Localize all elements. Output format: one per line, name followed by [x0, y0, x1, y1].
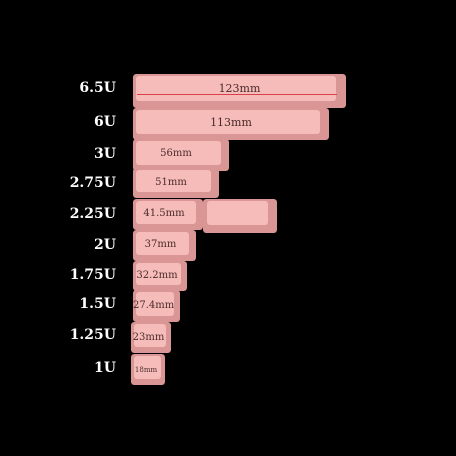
length-label-56mm: 56mm: [160, 148, 192, 159]
keycap-6u: 113mm: [133, 108, 329, 140]
length-label-23mm: 23mm: [132, 332, 165, 343]
keycap-2u: 37mm: [133, 230, 196, 261]
keycap-1-5u: 27.4mm: [133, 290, 180, 322]
keycap-1-25u: 23mm: [131, 322, 171, 353]
keycap-2-25u: 41.5mm: [133, 199, 203, 230]
length-label-32-2mm: 32.2mm: [136, 270, 178, 281]
length-label-123mm: 123mm: [218, 82, 261, 95]
accent-line: [137, 94, 337, 95]
keycap-3u: 56mm: [133, 139, 229, 171]
length-label-41-5mm: 41.5mm: [143, 208, 185, 219]
size-label-3u: 3U: [94, 146, 116, 162]
keycap-1u: 18mm: [131, 354, 165, 385]
size-label-1-75u: 1.75U: [69, 267, 116, 283]
keycap-6-5u: 123mm: [133, 74, 346, 108]
size-label-1u: 1U: [94, 360, 116, 376]
length-label-18mm: 18mm: [134, 366, 158, 374]
keycap-2-75u: 51mm: [133, 168, 219, 198]
size-label-1-25u: 1.25U: [69, 327, 116, 343]
size-label-2u: 2U: [94, 237, 116, 253]
length-label-113mm: 113mm: [210, 116, 252, 129]
keycap-2-25u-stepped: [203, 199, 277, 233]
keycap-1-75u: 32.2mm: [133, 261, 187, 291]
size-label-2-75u: 2.75U: [69, 175, 116, 191]
length-label-37mm: 37mm: [144, 239, 177, 250]
size-label-6-5u: 6.5U: [79, 80, 116, 96]
size-label-2-25u: 2.25U: [69, 206, 116, 222]
size-label-6u: 6U: [94, 114, 116, 130]
length-label-51mm: 51mm: [155, 177, 187, 188]
length-label-27-4mm: 27.4mm: [133, 300, 175, 311]
size-label-1-5u: 1.5U: [79, 296, 116, 312]
